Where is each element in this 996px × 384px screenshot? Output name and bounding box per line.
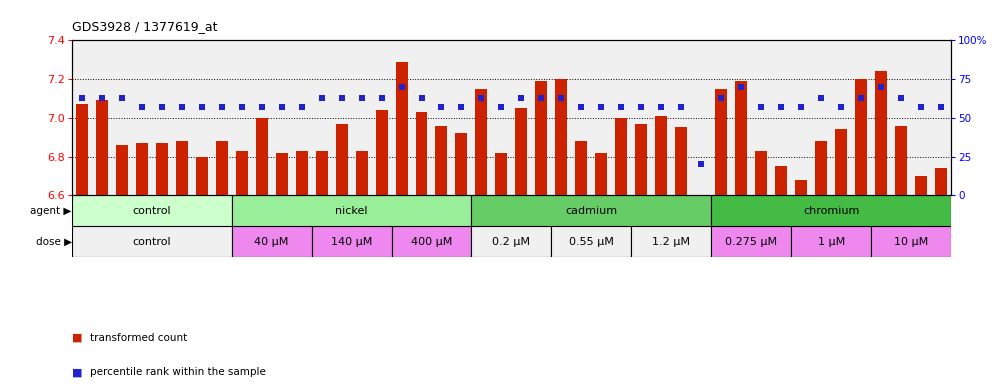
Bar xyxy=(336,124,348,195)
Bar xyxy=(516,108,528,195)
Text: control: control xyxy=(132,237,171,247)
Bar xyxy=(616,118,627,195)
Bar xyxy=(596,153,608,195)
Bar xyxy=(312,226,391,257)
Bar xyxy=(72,195,232,226)
Bar xyxy=(895,126,907,195)
Text: GDS3928 / 1377619_at: GDS3928 / 1377619_at xyxy=(72,20,217,33)
Bar xyxy=(935,168,947,195)
Bar xyxy=(495,153,507,195)
Bar xyxy=(536,81,548,195)
Bar xyxy=(155,143,167,195)
Bar xyxy=(256,118,268,195)
Bar xyxy=(816,141,828,195)
Bar xyxy=(455,133,467,195)
Text: control: control xyxy=(132,206,171,216)
Bar xyxy=(552,226,631,257)
Bar xyxy=(856,79,868,195)
Bar xyxy=(576,141,588,195)
Bar xyxy=(755,151,767,195)
Bar xyxy=(675,127,687,195)
Text: ■: ■ xyxy=(72,367,83,377)
Text: 10 μM: 10 μM xyxy=(894,237,928,247)
Bar xyxy=(215,141,228,195)
Bar xyxy=(655,116,667,195)
Bar xyxy=(711,195,951,226)
Bar xyxy=(296,151,308,195)
Bar xyxy=(715,89,727,195)
Bar xyxy=(415,112,427,195)
Bar xyxy=(631,226,711,257)
Text: 0.2 μM: 0.2 μM xyxy=(492,237,531,247)
Bar xyxy=(875,71,887,195)
Bar xyxy=(475,89,487,195)
Bar xyxy=(232,226,312,257)
Text: chromium: chromium xyxy=(803,206,860,216)
Bar xyxy=(175,141,187,195)
Bar xyxy=(135,143,147,195)
Bar xyxy=(356,151,368,195)
Bar xyxy=(391,226,471,257)
Bar xyxy=(836,129,848,195)
Bar xyxy=(236,151,248,195)
Bar xyxy=(471,195,711,226)
Bar xyxy=(72,226,232,257)
Text: 40 μM: 40 μM xyxy=(254,237,289,247)
Text: agent ▶: agent ▶ xyxy=(30,206,72,216)
Text: 1.2 μM: 1.2 μM xyxy=(652,237,690,247)
Bar xyxy=(195,157,207,195)
Bar xyxy=(375,110,387,195)
Text: nickel: nickel xyxy=(336,206,368,216)
Bar xyxy=(795,180,808,195)
Bar xyxy=(276,153,288,195)
Bar xyxy=(872,226,951,257)
Bar xyxy=(76,104,88,195)
Bar xyxy=(556,79,568,195)
Bar xyxy=(791,226,872,257)
Bar xyxy=(471,226,552,257)
Text: dose ▶: dose ▶ xyxy=(36,237,72,247)
Text: 0.55 μM: 0.55 μM xyxy=(569,237,614,247)
Bar xyxy=(775,166,787,195)
Bar xyxy=(711,226,791,257)
Text: 0.275 μM: 0.275 μM xyxy=(725,237,777,247)
Bar xyxy=(232,195,471,226)
Bar xyxy=(395,61,407,195)
Bar xyxy=(635,124,647,195)
Bar xyxy=(735,81,747,195)
Text: percentile rank within the sample: percentile rank within the sample xyxy=(90,367,266,377)
Text: 400 μM: 400 μM xyxy=(410,237,452,247)
Bar xyxy=(96,100,108,195)
Text: 140 μM: 140 μM xyxy=(331,237,373,247)
Bar xyxy=(915,176,927,195)
Bar xyxy=(116,145,127,195)
Text: 1 μM: 1 μM xyxy=(818,237,845,247)
Bar xyxy=(435,126,447,195)
Text: ■: ■ xyxy=(72,333,83,343)
Text: transformed count: transformed count xyxy=(90,333,187,343)
Bar xyxy=(316,151,328,195)
Text: cadmium: cadmium xyxy=(566,206,618,216)
